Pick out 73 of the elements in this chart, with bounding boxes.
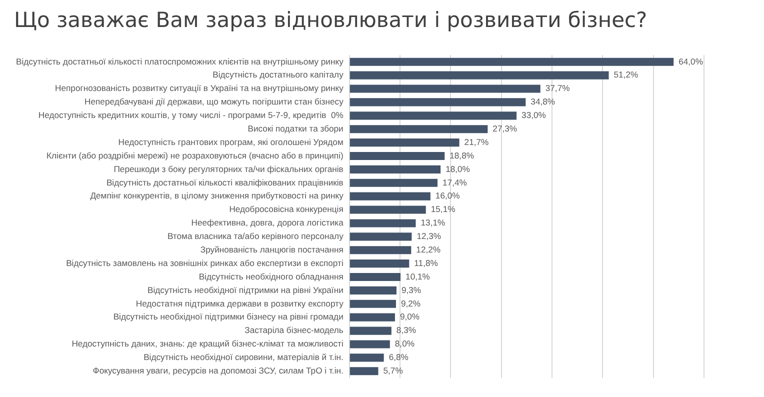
- y-tick-label: Відсутність необхідної підтримки на рівні України: [147, 284, 344, 295]
- bar: [350, 98, 526, 106]
- y-tick-label: Втома власника та/або керівного персоналу: [167, 231, 344, 242]
- bar: [350, 112, 517, 120]
- data-label: 16,0%: [435, 190, 460, 201]
- bar: [350, 125, 488, 134]
- bar: [350, 219, 416, 228]
- y-tick-label: Фокусування уваги, ресурсів на допомозі ЗСУ, силам ТрО і т.ін.: [92, 365, 344, 376]
- bar: [350, 192, 430, 200]
- y-tick-label: Відсутність необхідного обладнання: [198, 271, 344, 282]
- y-tick-label: Недоступність кредитних коштів, у тому числі - програми 5-7-9, кредитів 0%: [38, 110, 344, 120]
- bar: [350, 340, 390, 348]
- data-label: 10,1%: [406, 271, 430, 282]
- bar: [350, 138, 460, 147]
- data-label: 51,2%: [614, 70, 638, 80]
- y-tick-label: Демпінг конкурентів, в цілому зниження прибутковості на ринку: [90, 190, 344, 201]
- bar: [350, 71, 609, 80]
- data-label: 18,0%: [446, 164, 470, 174]
- bar: [350, 232, 412, 241]
- y-tick-label: Непрогнозованість розвитку ситуації в Україні та на внутрішньому ринку: [55, 83, 344, 94]
- y-tick-label: Недоступність даних, знань: де кращий бізнес-клімат та можливості: [72, 338, 344, 349]
- y-tick-label: Відсутність достатньої кількості платоспроможних клієнтів на внутрішньому ринку: [16, 56, 344, 66]
- data-label: 8,3%: [396, 325, 416, 336]
- y-tick-label: Неефективна, довга, дорога логістика: [191, 218, 344, 228]
- bar: [350, 84, 540, 93]
- bar: [350, 300, 396, 308]
- data-label: 9,2%: [400, 298, 421, 308]
- data-label: 8,0%: [394, 338, 415, 349]
- y-tick-label: Недобросовісна конкуренція: [229, 204, 344, 214]
- y-tick-label: Клієнти (або роздрібні мережі) не розраховуються (вчасно або в принципі): [46, 150, 344, 160]
- bar: [350, 165, 441, 174]
- data-label: 9,0%: [400, 312, 420, 322]
- y-tick-label: Високі податки та збори: [248, 123, 344, 134]
- bar: [350, 326, 392, 335]
- data-label: 9,3%: [401, 284, 422, 295]
- data-label: 6,8%: [388, 352, 409, 362]
- y-tick-label: Відсутність достатньої кількості кваліфікованих працівників: [106, 177, 344, 188]
- data-label: 11,8%: [414, 258, 438, 268]
- bar: [350, 58, 674, 66]
- data-label: 17,4%: [442, 177, 468, 188]
- bar: [350, 246, 412, 254]
- data-label: 34,8%: [530, 96, 556, 107]
- bar: [350, 367, 378, 376]
- y-tick-label: Зруйнованість ланцюгів постачання: [200, 244, 344, 254]
- data-label: 37,7%: [545, 83, 570, 94]
- bar: [350, 313, 395, 322]
- bar: [350, 286, 396, 294]
- data-label: 33,0%: [522, 110, 546, 120]
- y-tick-label: Застаріла бізнес-модель: [244, 325, 344, 336]
- y-tick-label: Недоступність грантових програм, які оголошені Урядом: [118, 136, 344, 147]
- bar: [350, 152, 445, 160]
- data-label: 13,1%: [420, 218, 446, 228]
- data-label: 18,8%: [450, 150, 474, 160]
- y-tick-label: Непередбачувані дії держави, що можуть погіршити стан бізнесу: [84, 96, 344, 107]
- bar: [350, 260, 410, 268]
- y-tick-label: Відсутність необхідної сировини, матеріалів й т.ін.: [144, 352, 344, 362]
- data-label: 64,0%: [678, 56, 704, 66]
- data-label: 27,3%: [492, 123, 518, 134]
- data-label: 12,3%: [416, 231, 442, 242]
- bar: [350, 178, 438, 187]
- y-tick-label: Відсутність замовлень на зовнішніх ринках або експертизи в експорті: [66, 258, 344, 268]
- y-tick-label: Перешкоди з боку регуляторних та/чи фіскальних органів: [114, 164, 344, 174]
- y-tick-label: Недостатня підтримка держави в розвитку експорту: [136, 298, 344, 308]
- data-label: 21,7%: [464, 136, 490, 147]
- chart-title: Що заважає Вам зараз відновлювати і розвивати бізнес?: [14, 8, 648, 32]
- data-label: 12,2%: [416, 244, 441, 254]
- data-label: 15,1%: [430, 204, 456, 214]
- data-label: 5,7%: [383, 365, 404, 376]
- y-tick-label: Відсутність необхідної підтримки бізнесу на рівні громади: [113, 312, 344, 322]
- bar: [350, 272, 401, 282]
- bar: [350, 206, 426, 214]
- bar: [350, 354, 384, 362]
- y-tick-label: Відсутність достатнього капіталу: [212, 70, 344, 80]
